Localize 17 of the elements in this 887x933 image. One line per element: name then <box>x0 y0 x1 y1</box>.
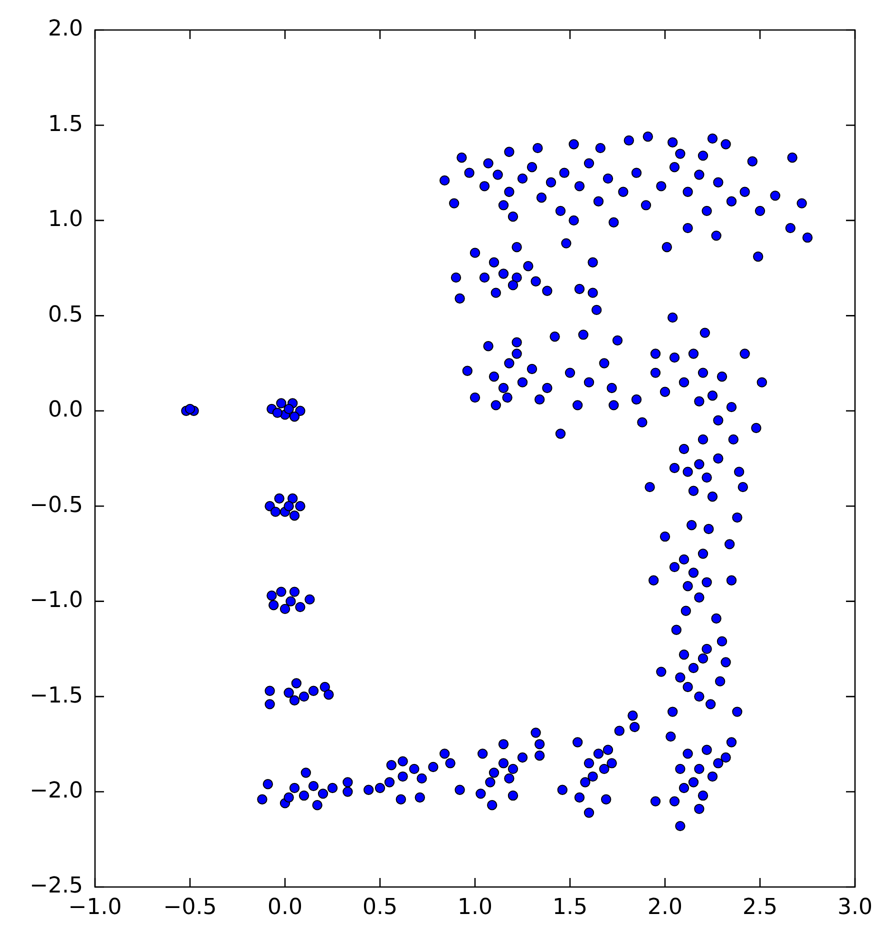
x-tick-label: 2.0 <box>648 894 682 920</box>
x-tick-label: 3.0 <box>838 894 872 920</box>
y-tick-label: −0.5 <box>30 492 83 518</box>
y-tick-label: 0.0 <box>48 398 83 423</box>
y-tick-label: −2.0 <box>30 778 83 804</box>
x-tick-label: 0.5 <box>362 894 398 920</box>
x-tick-label: 1.0 <box>458 894 492 920</box>
x-tick-label: 1.5 <box>552 894 588 920</box>
x-tick-label: 0.0 <box>268 894 302 920</box>
y-tick-label: −1.5 <box>30 683 83 708</box>
y-tick-label: 1.0 <box>48 207 83 232</box>
x-tick-label: 2.5 <box>742 894 778 920</box>
y-tick-label: −1.0 <box>30 588 83 614</box>
y-tick-label: 2.0 <box>48 16 83 42</box>
x-tick-label: −0.5 <box>163 894 217 920</box>
y-tick-label: 1.5 <box>48 112 83 137</box>
y-tick-label: 0.5 <box>48 302 83 328</box>
